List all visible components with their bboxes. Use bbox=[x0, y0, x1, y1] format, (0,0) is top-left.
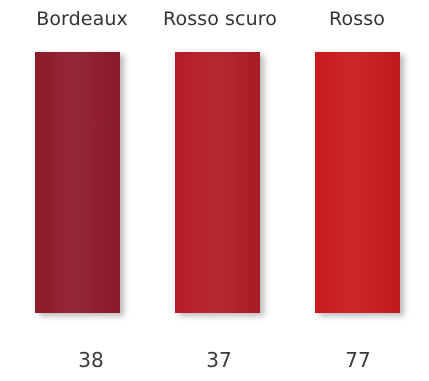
swatch-code-label: 37 bbox=[206, 348, 232, 372]
swatch-name-label: Rosso scuro bbox=[163, 8, 277, 30]
swatch-color-strip bbox=[315, 52, 400, 313]
swatch-name-label: Bordeaux bbox=[36, 8, 128, 30]
swatch-name-label: Rosso bbox=[329, 8, 385, 30]
swatch-code-label: 38 bbox=[78, 348, 104, 372]
swatch-color-strip bbox=[35, 52, 120, 313]
swatch-code-label: 77 bbox=[345, 348, 371, 372]
swatch-color-strip bbox=[175, 52, 260, 313]
